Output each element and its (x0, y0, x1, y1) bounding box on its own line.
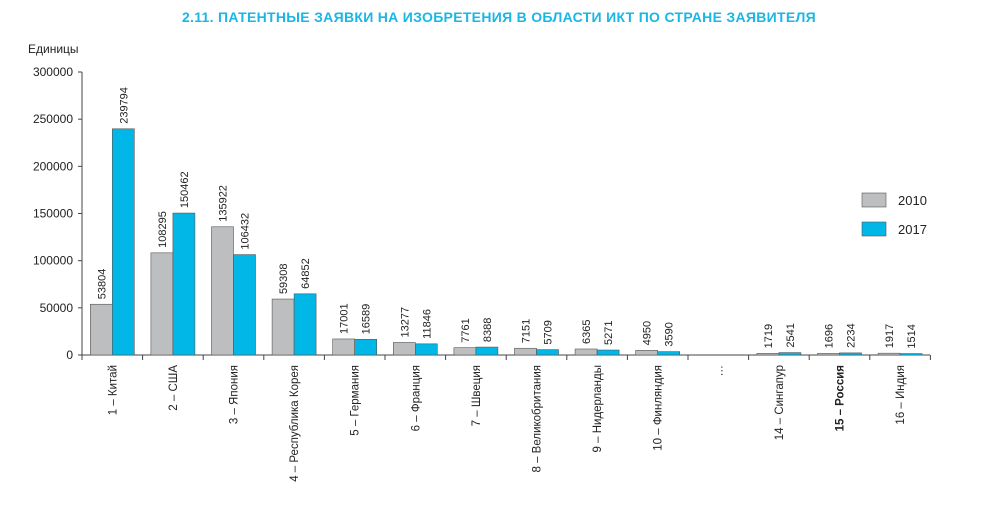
x-tick-label: 6 – Франция (410, 365, 422, 431)
bar-2017-5 (414, 343, 438, 356)
data-label: 8388 (482, 318, 494, 342)
data-label: 13277 (399, 307, 411, 338)
data-label: 1514 (906, 324, 918, 348)
x-tick-label: 10 – Финляндия (653, 365, 665, 451)
data-label: 1696 (824, 324, 836, 348)
data-label: 5709 (543, 320, 555, 344)
legend-swatch-2017 (861, 221, 887, 237)
data-label: 11846 (421, 309, 433, 339)
bar-2017-3 (293, 293, 317, 356)
bar-2017-9 (657, 351, 681, 356)
y-tick-label: 200000 (33, 159, 73, 173)
chart-title: 2.11. ПАТЕНТНЫЕ ЗАЯВКИ НА ИЗОБРЕТЕНИЯ В … (181, 9, 817, 25)
bar-2010-5 (392, 342, 416, 356)
data-label: 6365 (581, 320, 593, 344)
data-label: 135922 (218, 185, 230, 222)
x-tick-label: 8 – Великобритания (532, 365, 544, 473)
x-tick-label: 16 – Индия (895, 365, 907, 425)
bar-2017-1 (172, 212, 196, 356)
data-label: 64852 (300, 258, 312, 289)
bar-2010-9 (635, 350, 659, 356)
x-tick-label: 4 – Республика Корея (289, 365, 301, 482)
data-label: 239794 (118, 87, 130, 124)
data-label: 7151 (521, 319, 533, 343)
bar-2010-7 (514, 347, 537, 356)
x-tick-label: 3 – Япония (229, 365, 241, 424)
data-label: 3590 (664, 322, 676, 346)
x-tick-label: 9 – Нидерланды (592, 365, 604, 452)
legend-label-2017: 2017 (898, 222, 927, 237)
bar-2010-13 (877, 352, 901, 356)
x-tick-label: 15 – Россия (835, 365, 847, 431)
data-label: 1917 (884, 324, 896, 348)
y-tick-label: 250000 (33, 112, 73, 126)
bar-2017-13 (899, 353, 923, 356)
bar-2010-11 (756, 353, 780, 356)
bar-2010-4 (332, 338, 356, 356)
bar-2017-6 (475, 346, 499, 356)
data-label: 53804 (96, 269, 108, 300)
bar-2010-3 (271, 298, 295, 356)
data-label: 4950 (642, 321, 654, 345)
bar-2010-2 (211, 226, 234, 356)
data-label: 59308 (278, 263, 290, 294)
data-label: 1719 (763, 324, 775, 348)
data-label: 17001 (339, 303, 351, 334)
bar-2010-1 (150, 252, 174, 356)
y-tick-label: 50000 (40, 301, 74, 315)
data-label: 16589 (361, 304, 373, 335)
x-tick-label: 1 – Китай (107, 365, 119, 415)
bar-2010-8 (574, 348, 598, 356)
data-label: 150462 (179, 171, 191, 208)
bar-2010-6 (453, 347, 477, 356)
legend-swatch-2010 (861, 192, 887, 208)
x-tick-label: 14 – Сингапур (774, 365, 786, 440)
legend-label-2010: 2010 (898, 193, 927, 208)
data-label: 2234 (846, 323, 858, 347)
y-tick-label: 150000 (33, 207, 73, 221)
y-tick-label: 0 (66, 348, 73, 362)
bar-2017-11 (778, 352, 802, 356)
data-label: 7761 (460, 318, 472, 342)
x-tick-label: … (713, 365, 725, 377)
y-axis-label: Единицы (28, 42, 79, 56)
bar-2017-12 (839, 352, 862, 356)
bar-2010-0 (90, 303, 113, 356)
data-label: 5271 (603, 321, 615, 345)
bar-2017-2 (233, 254, 256, 356)
bar-2017-4 (354, 339, 378, 356)
data-label: 2541 (785, 323, 797, 347)
y-tick-label: 300000 (33, 65, 73, 79)
bar-2017-0 (112, 128, 135, 356)
y-tick-label: 100000 (33, 254, 73, 268)
data-label: 108295 (157, 211, 169, 248)
x-tick-label: 5 – Германия (350, 365, 362, 436)
bar-2017-8 (596, 349, 620, 356)
bar-2017-7 (536, 349, 559, 356)
data-label: 106432 (240, 213, 252, 250)
x-tick-label: 7 – Швеция (471, 365, 483, 426)
bar-2010-12 (817, 353, 840, 356)
x-tick-label: 2 – США (168, 365, 180, 411)
